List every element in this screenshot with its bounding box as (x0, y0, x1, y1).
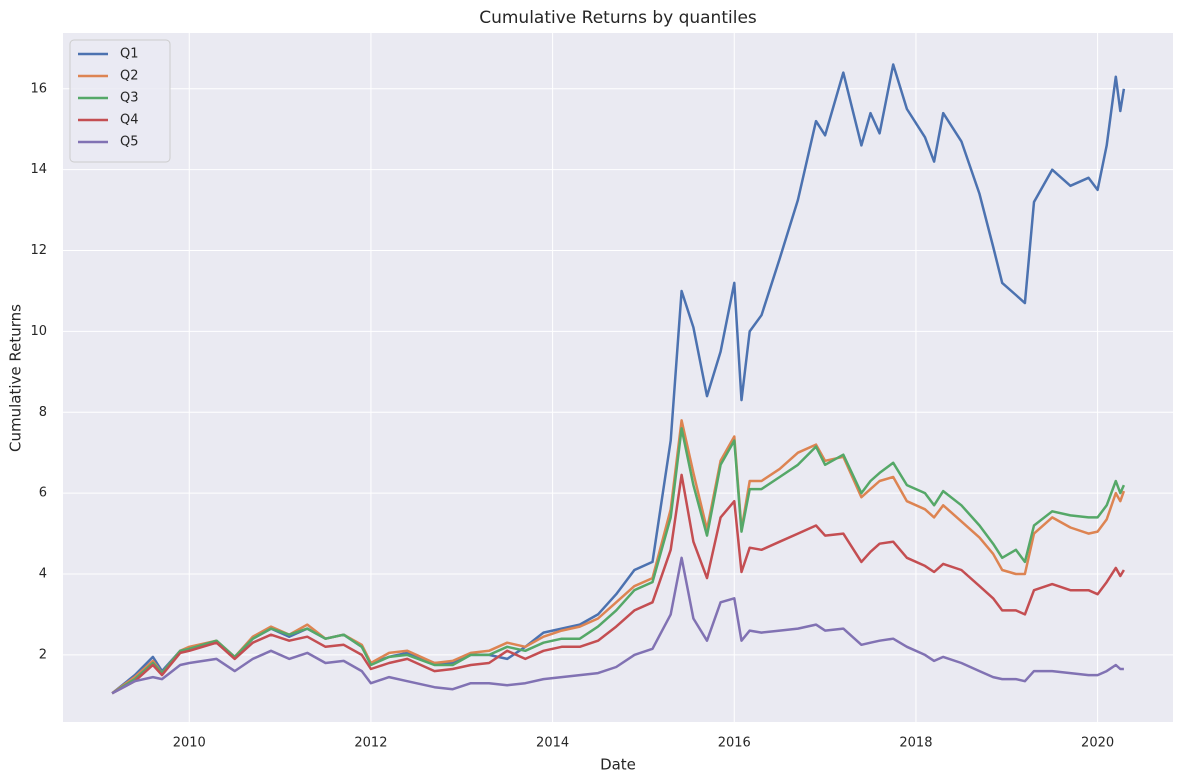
y-tick-label: 2 (39, 647, 47, 662)
legend-label: Q2 (120, 69, 139, 84)
x-tick-label: 2018 (899, 736, 932, 751)
y-tick-label: 8 (39, 405, 47, 420)
grid (63, 33, 1173, 722)
y-axis-label: Cumulative Returns (7, 304, 25, 452)
legend-label: Q5 (120, 135, 139, 150)
x-tick-label: 2014 (536, 736, 569, 751)
x-tick-label: 2016 (718, 736, 751, 751)
x-tick-label: 2012 (354, 736, 387, 751)
y-tick-label: 12 (30, 243, 47, 258)
line-series (111, 419, 1126, 695)
line-series (111, 427, 1126, 695)
legend-box (69, 39, 171, 163)
y-tick-label: 6 (39, 486, 47, 501)
line-series (111, 473, 1125, 695)
y-tick-label: 14 (30, 162, 47, 177)
y-tick-label: 16 (30, 81, 47, 96)
legend-label: Q1 (120, 47, 139, 62)
chart-title: Cumulative Returns by quantiles (479, 8, 757, 28)
line-series (111, 556, 1124, 695)
y-tick-label: 4 (39, 567, 47, 582)
legend-label: Q3 (120, 91, 139, 106)
legend-label: Q4 (120, 113, 139, 128)
plot-area (63, 33, 1173, 722)
x-tick-label: 2020 (1081, 736, 1114, 751)
lines (111, 63, 1126, 695)
x-axis-label: Date (600, 756, 636, 774)
y-tick-label: 10 (30, 324, 47, 339)
x-tick-label: 2010 (173, 736, 206, 751)
legend: Q1 Q2 Q3 Q4 Q5 (69, 39, 171, 163)
